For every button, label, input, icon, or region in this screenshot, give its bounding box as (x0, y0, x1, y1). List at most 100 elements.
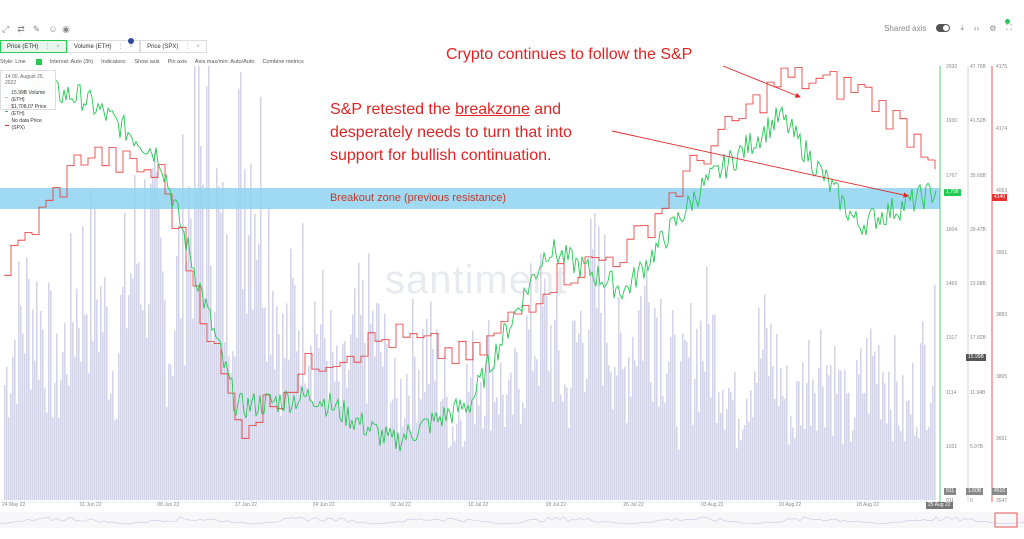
volume-bar (564, 385, 566, 500)
volume-bar (900, 431, 902, 500)
volume-bar (274, 369, 276, 500)
volume-bar (372, 311, 374, 500)
volume-bar (24, 353, 26, 500)
volume-bar (136, 264, 138, 500)
volume-bar (192, 319, 194, 500)
volume-bar (296, 351, 298, 500)
volume-bar (498, 414, 500, 500)
volume-bar (526, 315, 528, 500)
volume-bar (30, 390, 32, 500)
volume-bar (412, 299, 414, 500)
volume-bar (924, 345, 926, 500)
volume-bar (114, 420, 116, 500)
spx-value-badge: 4140 (992, 194, 1007, 201)
volume-bar (522, 402, 524, 500)
x-tick-label: 24 May 22 (2, 502, 25, 508)
volume-bar (922, 321, 924, 500)
volume-bar (512, 415, 514, 500)
volume-bar (332, 352, 334, 500)
volume-bar (852, 430, 854, 500)
volume-bar (756, 383, 758, 500)
volume-bar (130, 273, 132, 500)
volume-bar (376, 303, 378, 500)
volume-bar (170, 365, 172, 500)
volume-bar (604, 234, 606, 500)
volume-bar (10, 393, 12, 500)
volume-bar (4, 385, 6, 500)
volume-bar (396, 398, 398, 500)
volume-bar (614, 367, 616, 500)
volume-bar (706, 267, 708, 500)
volume-bar (480, 382, 482, 500)
volume-bar (716, 423, 718, 500)
volume-bar (102, 332, 104, 500)
volume-bar (550, 325, 552, 500)
volume-bar (392, 399, 394, 500)
volume-bar (378, 304, 380, 500)
volume-bar (150, 183, 152, 500)
volume-bar (690, 303, 692, 500)
volume-tick-label: 41.52B (970, 118, 986, 124)
volume-bar (892, 441, 894, 500)
volume-bar (390, 403, 392, 500)
volume-bar (810, 426, 812, 500)
volume-bar (142, 310, 144, 500)
volume-bar (156, 172, 158, 500)
date-badge: 25 Aug 22 (926, 502, 953, 509)
volume-bar (704, 372, 706, 500)
volume-bar (120, 295, 122, 500)
volume-bar (820, 329, 822, 500)
volume-bar (916, 427, 918, 500)
volume-bar (520, 424, 522, 500)
volume-tick-label: 17.82B (970, 335, 986, 341)
volume-bar (44, 388, 46, 500)
volume-bar (240, 72, 242, 500)
volume-bar (796, 381, 798, 500)
volume-bar (708, 324, 710, 500)
eth-tick-label: 1114 (946, 390, 956, 396)
volume-bar (692, 425, 694, 500)
volume-bar (870, 329, 872, 500)
volume-bar (722, 390, 724, 500)
volume-bar (776, 334, 778, 500)
volume-bar (286, 303, 288, 500)
volume-bar (694, 379, 696, 500)
volume-bar (758, 308, 760, 500)
volume-bar (556, 292, 558, 500)
volume-bar (848, 393, 850, 500)
volume-bar (864, 393, 866, 500)
volume-bar (104, 277, 106, 500)
volume-bar (270, 355, 272, 500)
x-tick-label: 18 Jul 22 (546, 502, 566, 508)
volume-bar (836, 394, 838, 500)
volume-bar (198, 66, 200, 500)
volume-bar (78, 328, 80, 500)
volume-bar (64, 323, 66, 500)
volume-bar (82, 226, 84, 500)
volume-bar (380, 352, 382, 500)
volume-bar (268, 205, 270, 500)
volume-bar (314, 301, 316, 500)
volume-bar (862, 394, 864, 500)
volume-bar (90, 190, 92, 500)
volume-bar (118, 353, 120, 500)
volume-bar (326, 361, 328, 500)
volume-bar (272, 291, 274, 500)
volume-bar (656, 318, 658, 500)
volume-bar (882, 372, 884, 500)
volume-bar (570, 389, 572, 500)
volume-bar (760, 358, 762, 500)
volume-bar (456, 424, 458, 500)
volume-bar (288, 360, 290, 500)
volume-bar (328, 411, 330, 500)
volume-bar (284, 358, 286, 500)
volume-bar (798, 381, 800, 500)
volume-bar (500, 362, 502, 500)
volume-bar (108, 400, 110, 500)
volume-bar (260, 97, 262, 500)
volume-bar (676, 426, 678, 500)
volume-bar (782, 396, 784, 500)
volume-bar (196, 194, 198, 500)
volume-bar (808, 340, 810, 500)
volume-bar (566, 388, 568, 500)
